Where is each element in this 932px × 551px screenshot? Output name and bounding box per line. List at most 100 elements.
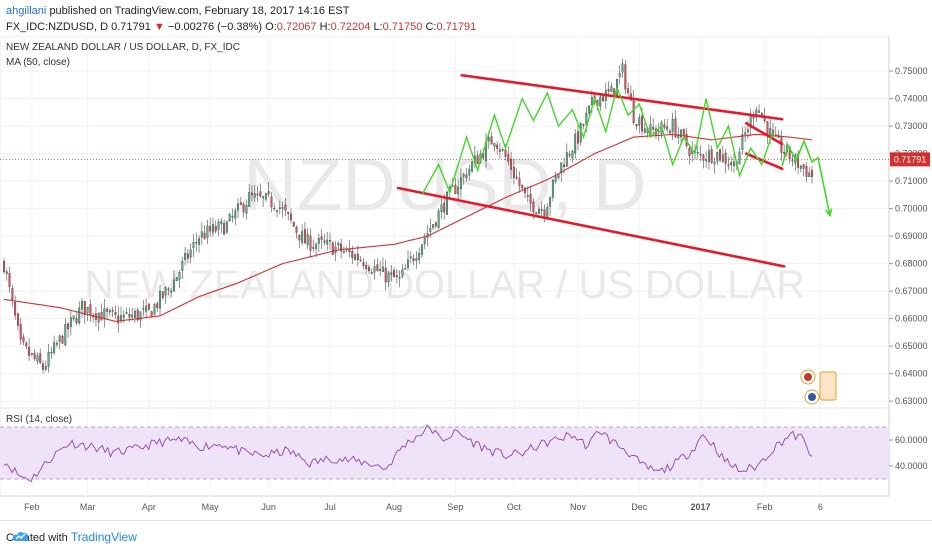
ma-legend[interactable]: MA (50, close)	[6, 57, 70, 68]
candle	[301, 224, 304, 246]
candle	[376, 258, 379, 272]
candle	[574, 128, 577, 160]
candle	[576, 125, 579, 151]
candle	[543, 204, 546, 223]
candle	[744, 126, 747, 143]
price-chart-svg[interactable]: NZDUSD, D NEW ZEALAND DOLLAR / US DOLLAR…	[0, 36, 932, 520]
candle	[42, 360, 44, 374]
projection-zigzag[interactable]	[781, 139, 831, 216]
watermark-name: NEW ZEALAND DOLLAR / US DOLLAR	[85, 263, 805, 307]
channel-line[interactable]	[745, 122, 784, 146]
time-axis[interactable]: Feb Mar Apr May Jun Jul Aug Sep Oct Nov Dec 2017 Feb…	[24, 502, 823, 512]
open-value: 0.72067	[276, 21, 317, 33]
price-tick-label: 0.75000	[895, 66, 928, 76]
candle	[78, 301, 81, 326]
candle	[326, 231, 329, 251]
price-axis[interactable]: 0.750000.740000.730000.720000.710000.700…	[889, 66, 928, 406]
last-price-tag: 0.71791	[890, 152, 930, 167]
watermark-symbol: NZDUSD, D	[244, 143, 647, 226]
ma50-path	[3, 133, 813, 322]
candle	[638, 113, 641, 134]
candle	[147, 303, 150, 311]
channel-line[interactable]	[745, 152, 784, 171]
change-value: −0.00276 (−0.38%)	[167, 21, 263, 33]
candle	[16, 312, 19, 331]
price-tick-label: 0.68000	[895, 259, 928, 269]
pattern-zigzag[interactable]	[421, 85, 774, 196]
candle	[284, 198, 287, 217]
candle	[142, 299, 145, 317]
candle	[462, 172, 465, 185]
candle	[72, 315, 75, 322]
tradingview-brand[interactable]: TradingView	[70, 530, 137, 544]
rsi-axis: 60.0000 40.0000	[889, 435, 928, 471]
candle	[758, 104, 761, 113]
publisher-username[interactable]: ahgillani	[6, 5, 47, 17]
candle	[716, 151, 719, 166]
candle	[337, 241, 340, 251]
candle	[19, 318, 22, 345]
candle	[476, 150, 479, 165]
candle	[663, 119, 666, 130]
candle	[262, 195, 265, 208]
candle	[571, 149, 574, 163]
candle	[373, 259, 376, 280]
candle	[395, 269, 398, 284]
candle	[195, 232, 198, 252]
time-tick-label: Aug	[386, 502, 402, 512]
candle	[153, 302, 156, 316]
candle	[256, 185, 259, 202]
candle	[805, 162, 808, 183]
candle	[159, 284, 161, 316]
candle	[234, 207, 237, 226]
time-tick-label: Nov	[570, 502, 587, 512]
candle	[365, 261, 368, 274]
candle	[133, 308, 136, 323]
channel-line[interactable]	[396, 186, 786, 268]
price-tick-label: 0.65000	[895, 341, 928, 351]
candle	[55, 340, 58, 348]
candle	[225, 220, 228, 235]
chart-area[interactable]: NZDUSD, D NEW ZEALAND DOLLAR / US DOLLAR…	[0, 36, 932, 520]
candle	[28, 338, 31, 361]
time-tick-label: May	[202, 502, 220, 512]
candle	[618, 64, 621, 85]
candle	[281, 201, 284, 218]
candle	[320, 229, 323, 249]
candle	[379, 260, 382, 277]
candle	[465, 168, 468, 182]
candle	[83, 301, 86, 324]
candle	[811, 166, 813, 184]
channel-line[interactable]	[460, 73, 784, 121]
projection-path[interactable]	[421, 85, 833, 218]
candle	[161, 291, 164, 300]
candle	[203, 225, 206, 240]
candle	[200, 222, 203, 245]
candle	[652, 118, 655, 136]
candle	[471, 160, 474, 173]
candle	[540, 201, 543, 218]
candle	[702, 153, 705, 169]
candle	[67, 322, 70, 338]
rsi-legend[interactable]: RSI (14, close)	[6, 414, 72, 425]
rsi-band	[0, 426, 889, 480]
grid	[0, 36, 889, 496]
candle	[287, 211, 290, 221]
candle	[39, 348, 42, 365]
candle	[25, 341, 28, 349]
candle	[239, 196, 242, 206]
price-tick-label: 0.70000	[895, 204, 928, 214]
candle	[727, 156, 730, 171]
channel-lines[interactable]	[396, 73, 786, 268]
economic-events-icon[interactable]	[800, 369, 837, 405]
candle	[412, 253, 415, 266]
candle	[273, 203, 276, 211]
candle	[3, 258, 5, 274]
symbol-label: FX_IDC:NZDUSD, D	[6, 21, 109, 33]
close-label: C:	[425, 21, 437, 33]
candle	[710, 145, 713, 165]
candle	[206, 219, 209, 244]
candle	[329, 232, 331, 250]
candles	[3, 58, 813, 374]
candle	[602, 95, 605, 102]
